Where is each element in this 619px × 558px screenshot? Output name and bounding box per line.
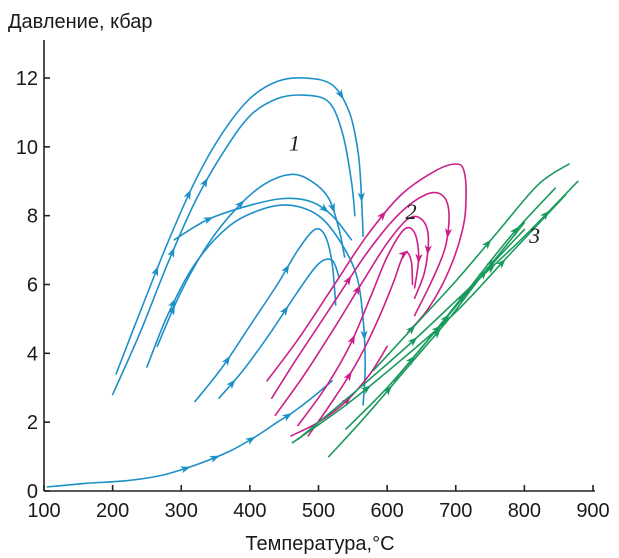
direction-arrow-icon: [343, 275, 352, 286]
y-tick-label: 8: [27, 206, 38, 228]
curve-1: [146, 204, 366, 406]
y-tick-label: 12: [16, 68, 38, 90]
direction-arrow-icon: [540, 210, 550, 221]
x-tick-label: 500: [302, 500, 335, 522]
direction-arrow-icon: [167, 298, 176, 309]
curve-labels: 1 2 3: [289, 130, 540, 248]
direction-arrow-icon: [406, 324, 416, 335]
direction-arrow-icon: [209, 455, 220, 463]
curve-1: [218, 258, 340, 399]
y-tick-label: 4: [27, 343, 38, 365]
direction-arrow-icon: [486, 258, 496, 269]
direction-arrow-icon: [424, 244, 432, 256]
direction-arrow-icon: [382, 385, 392, 396]
x-tick-label: 400: [233, 500, 266, 522]
curve-1: [46, 380, 333, 488]
x-tick-label: 900: [576, 500, 609, 522]
curve-1: [111, 94, 356, 396]
direction-arrow-icon: [482, 239, 492, 250]
direction-arrow-icon: [151, 265, 159, 277]
curve-2: [274, 215, 430, 417]
direction-arrow-icon: [352, 285, 361, 296]
direction-arrow-icon: [328, 202, 335, 214]
y-tick-label: 0: [27, 481, 38, 503]
curve-3: [297, 180, 579, 441]
x-tick-label: 700: [439, 500, 472, 522]
direction-arrow-icon: [245, 436, 256, 445]
direction-arrow-icon: [357, 192, 365, 203]
curve-label-2: 2: [406, 199, 417, 224]
direction-arrow-icon: [221, 355, 231, 366]
direction-arrow-icon: [445, 228, 453, 239]
direction-arrow-icon: [347, 334, 355, 346]
curves: [46, 77, 579, 488]
direction-arrow-icon: [202, 216, 214, 225]
direction-arrow-icon: [415, 253, 423, 264]
curve-label-3: 3: [528, 223, 540, 248]
direction-arrow-icon: [341, 396, 351, 407]
direction-arrow-icon: [456, 293, 466, 304]
direction-arrow-icon: [199, 177, 208, 189]
direction-arrow-icon: [180, 466, 191, 474]
x-tick-label: 200: [96, 500, 129, 522]
y-tick-label: 6: [27, 275, 38, 297]
direction-arrow-icon: [377, 210, 387, 221]
direction-arrow-icon: [167, 305, 175, 316]
direction-arrow-icon: [281, 264, 290, 275]
curve-1: [194, 227, 337, 403]
curve-label-1: 1: [289, 130, 300, 155]
x-tick-label: 100: [27, 500, 60, 522]
direction-arrow-icon: [234, 200, 245, 210]
direction-arrow-icon: [407, 337, 418, 347]
direction-arrow-icon: [431, 328, 441, 339]
curve-3: [372, 163, 570, 372]
curve-3: [393, 221, 526, 382]
direction-arrow-icon: [281, 412, 293, 422]
direction-arrow-icon: [485, 264, 496, 274]
direction-arrow-icon: [496, 258, 506, 269]
curve-2: [307, 251, 414, 437]
x-tick-label: 800: [508, 500, 541, 522]
direction-arrow-icon: [318, 203, 329, 213]
x-axis-title: Температура,°C: [245, 533, 394, 555]
direction-arrow-icon: [398, 250, 409, 260]
y-ticks: 0 2 4 6 8 10 12: [16, 68, 50, 503]
direction-arrow-icon: [360, 385, 371, 395]
y-axis-title: Давление, кбар: [8, 11, 153, 33]
curve-2: [266, 163, 467, 382]
direction-arrow-icon: [167, 247, 175, 258]
x-tick-label: 600: [370, 500, 403, 522]
direction-arrow-icon: [335, 88, 344, 100]
y-tick-label: 10: [16, 137, 38, 159]
direction-arrow-icon: [183, 189, 192, 200]
direction-arrow-icon: [360, 330, 368, 341]
curve-2: [297, 226, 420, 427]
x-tick-label: 300: [165, 500, 198, 522]
curve-3: [291, 194, 567, 444]
curve-1: [156, 173, 346, 348]
direction-arrow-icon: [509, 226, 520, 237]
curve-1: [115, 77, 364, 375]
direction-arrow-icon: [343, 371, 352, 382]
y-tick-label: 2: [27, 412, 38, 434]
x-ticks: 100 200 300 400 500 600 700 800 900: [27, 485, 610, 522]
direction-arrow-icon: [226, 379, 236, 390]
curve-2: [271, 191, 450, 399]
direction-arrow-icon: [440, 313, 450, 324]
curve-1: [173, 197, 353, 241]
direction-arrow-icon: [279, 305, 289, 316]
